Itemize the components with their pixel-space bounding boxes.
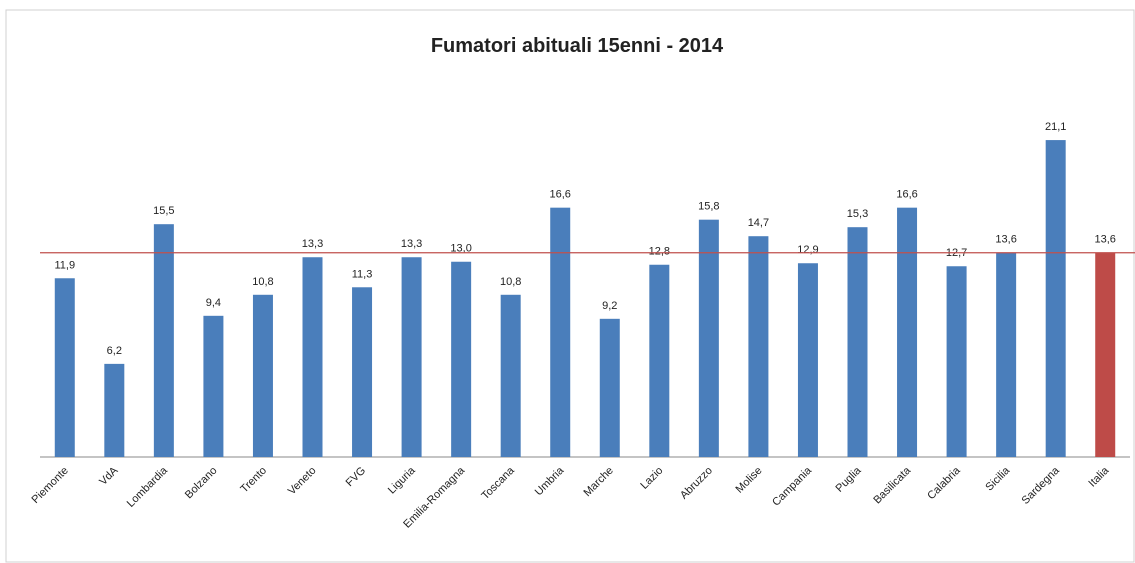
value-label: 10,8: [252, 276, 273, 288]
value-label: 12,9: [797, 244, 818, 256]
bar: [1095, 252, 1116, 457]
value-label: 11,3: [352, 268, 373, 280]
value-label: 6,2: [107, 345, 122, 357]
value-label: 13,6: [1095, 234, 1116, 246]
value-label: 9,4: [206, 297, 221, 309]
value-label: 13,3: [302, 238, 323, 250]
value-label: 14,7: [748, 217, 769, 229]
value-label: 10,8: [500, 276, 521, 288]
value-label: 15,5: [153, 205, 174, 217]
value-label: 16,6: [896, 189, 917, 201]
bar: [599, 318, 620, 457]
value-label: 15,3: [847, 208, 868, 220]
chart-title: Fumatori abituali 15enni - 2014: [431, 35, 724, 57]
bar: [54, 278, 75, 457]
bar: [302, 257, 323, 457]
bar: [252, 294, 273, 457]
value-label: 13,3: [401, 238, 422, 250]
value-label: 15,8: [698, 201, 719, 213]
bar: [847, 227, 868, 457]
bar: [153, 224, 174, 457]
bar: [897, 207, 918, 457]
bar: [946, 266, 967, 457]
bar: [698, 219, 719, 457]
value-label: 13,6: [995, 234, 1016, 246]
bar: [649, 264, 670, 457]
bar: [550, 207, 571, 457]
bar: [451, 261, 472, 457]
bar: [352, 287, 373, 457]
bar: [500, 294, 521, 457]
bar: [748, 236, 769, 457]
value-label: 11,9: [54, 259, 75, 271]
bar: [104, 363, 125, 457]
bar: [1045, 140, 1066, 457]
value-label: 9,2: [602, 300, 617, 312]
bar: [797, 263, 818, 457]
bar: [203, 315, 224, 457]
value-label: 16,6: [550, 189, 571, 201]
value-label: 13,0: [450, 243, 471, 255]
bar: [996, 252, 1017, 457]
value-label: 12,8: [649, 246, 670, 258]
value-label: 21,1: [1045, 121, 1066, 133]
bar: [401, 257, 422, 457]
